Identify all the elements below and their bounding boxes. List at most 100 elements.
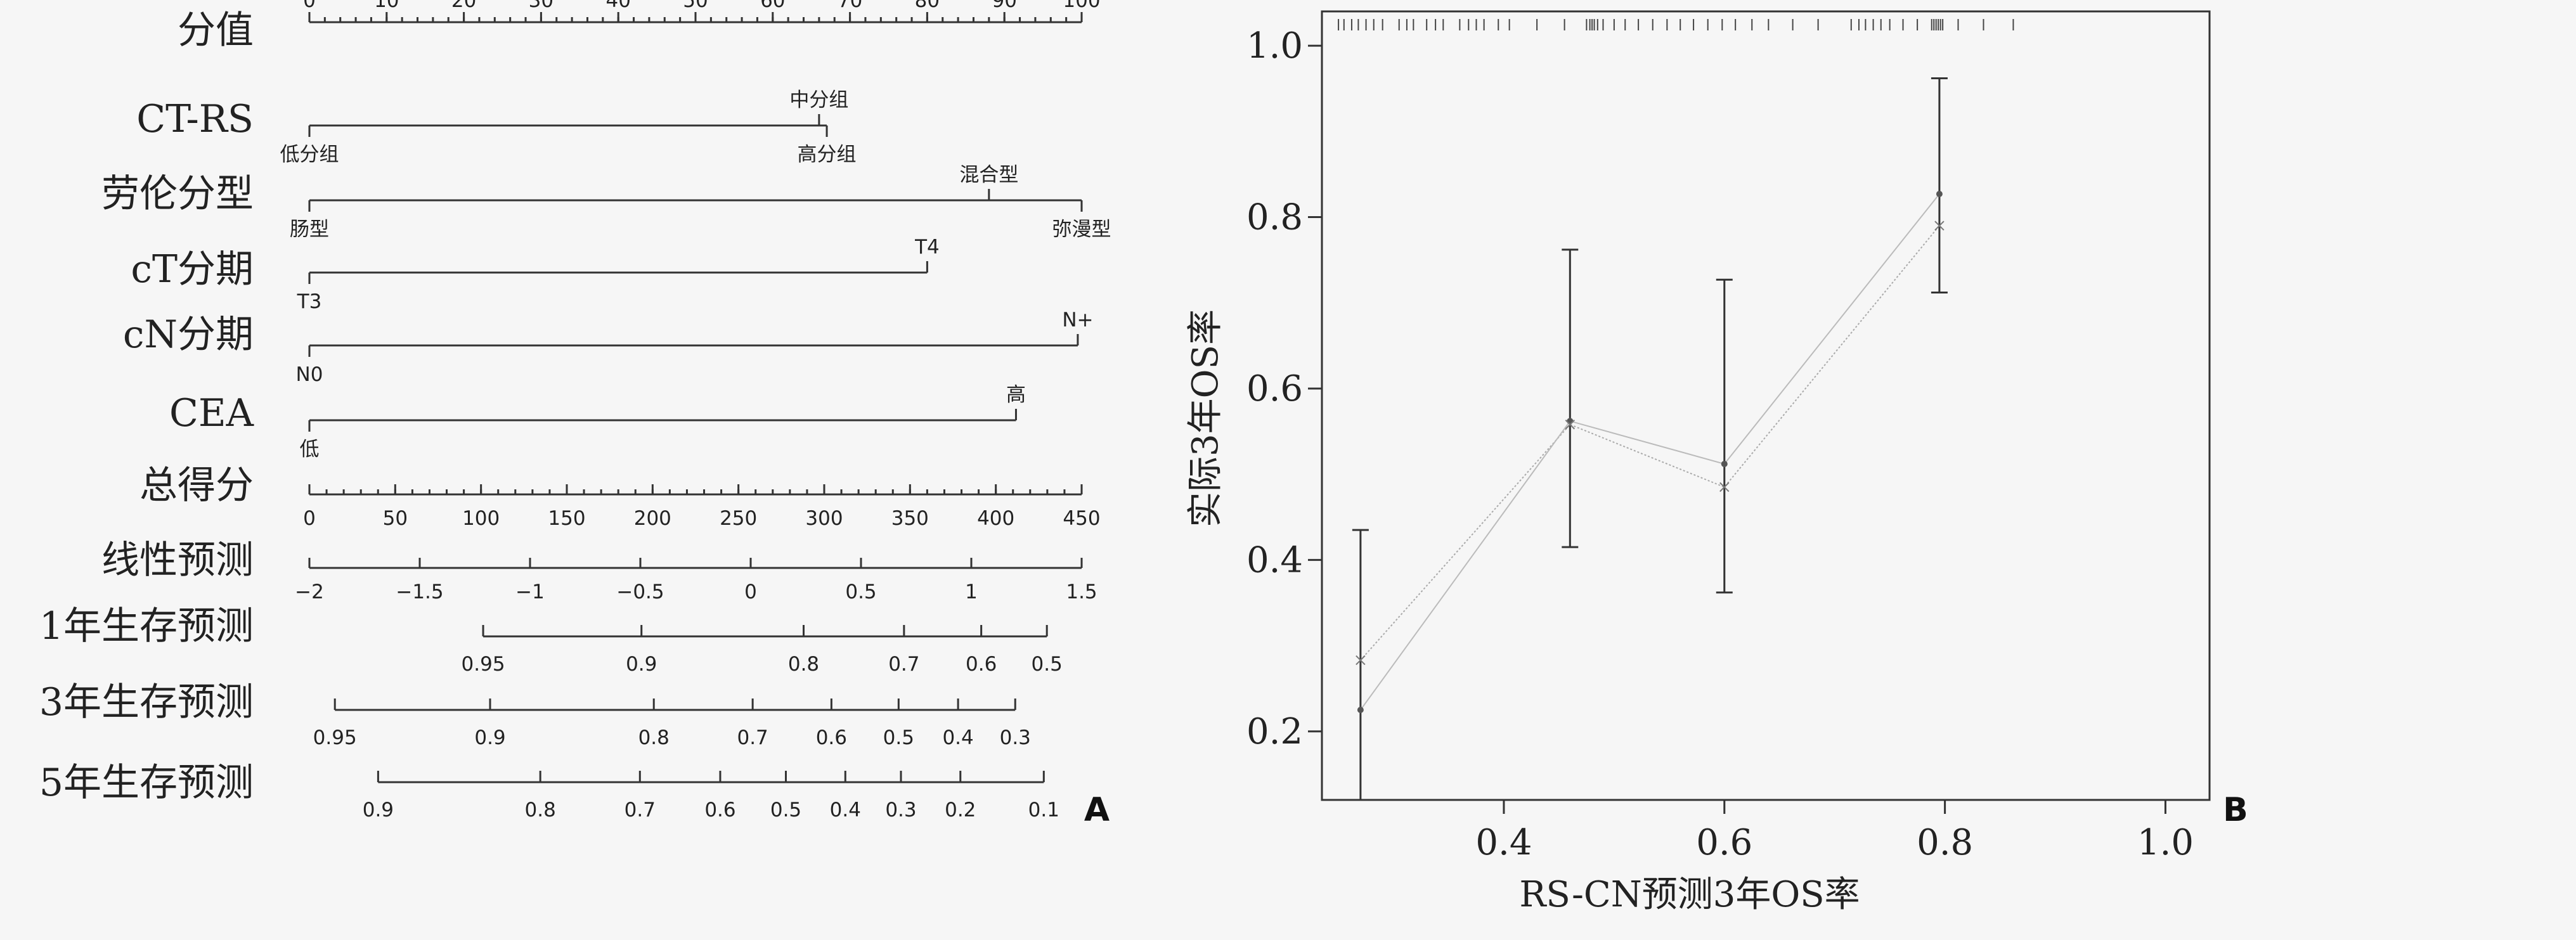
level-label: 中分组 [789,89,848,112]
plot-frame [1321,10,2211,801]
level-label: 混合型 [959,164,1018,186]
row-label-2: 劳伦分型 [101,172,254,216]
prob-tick-label: 0.6 [966,653,997,676]
row-label-9: 3年生存预测 [39,680,254,724]
x-axis-title: RS-CN预测3年OS率 [1519,874,1860,915]
tick-label: 200 [634,507,671,530]
prob-tick-label: 0.7 [888,653,919,676]
tick-label: 250 [720,507,757,530]
panel-label-a: A [1084,791,1110,829]
level-label: 低分组 [280,143,339,166]
prob-tick-label: 0.9 [363,799,394,821]
tick-label: 0 [303,0,316,12]
row-label-4: cN分期 [123,312,254,357]
prob-tick-label: 0.9 [626,653,657,676]
level-label: N0 [296,363,323,386]
tick-label: 40 [605,0,630,12]
x-tick-label: 1.0 [2137,822,2194,863]
observed-point [1721,460,1728,467]
tick-label: 100 [462,507,500,530]
observed-point [1567,418,1574,425]
apparent-line [1360,193,1940,711]
tick-label: 80 [915,0,940,12]
tick-label: 1.5 [1066,581,1097,603]
tick-label: 50 [383,507,408,530]
prob-tick-label: 0.5 [1032,653,1063,676]
tick-label: 0 [303,507,316,530]
tick-label: 50 [683,0,708,12]
prob-tick-label: 0.1 [1028,799,1059,821]
prob-tick-label: 0.95 [462,653,505,676]
prob-tick-label: 0.3 [1000,726,1031,749]
row-label-5: CEA [169,391,254,435]
row-label-0: 分值 [178,8,254,53]
tick-label: −2 [295,581,324,603]
row-label-8: 1年生存预测 [39,604,254,648]
row-label-3: cT分期 [131,247,254,292]
tick-label: 70 [838,0,862,12]
observed-point [1357,707,1364,714]
tick-label: 10 [374,0,399,12]
observed-point [1936,191,1943,198]
tick-label: 0.5 [845,581,876,603]
panel-label-b: B [2223,791,2248,829]
level-label: T3 [297,290,322,313]
x-tick-label: 0.6 [1696,822,1752,863]
y-tick-label: 0.2 [1246,711,1303,752]
level-label: 高 [1006,383,1026,406]
tick-label: 30 [529,0,553,12]
y-axis-title: 实际3年OS率 [1185,309,1226,527]
corrected-point [1719,482,1730,493]
tick-label: 20 [451,0,476,12]
corrected-point [1565,420,1576,430]
prob-tick-label: 0.7 [737,726,768,749]
prob-tick-label: 0.95 [313,726,357,749]
x-tick-label: 0.4 [1475,822,1532,863]
tick-label: 150 [548,507,585,530]
calibration-panel: 0.2 0.4 0.6 0.8 1.0 0.4 0.6 0.8 1.0 RS-CN预测3年OS率 实… [1185,10,2248,915]
x-tick-label: 0.8 [1917,822,1973,863]
row-label-10: 5年生存预测 [39,761,254,805]
prob-tick-label: 0.4 [830,799,861,821]
y-tick-label: 0.8 [1246,197,1303,238]
prob-tick-label: 0.4 [942,726,973,749]
row-label-1: CT-RS [136,97,254,141]
prob-tick-label: 0.2 [945,799,976,821]
prob-tick-label: 0.3 [885,799,916,821]
prob-tick-label: 0.6 [704,799,735,821]
tick-label: −1 [515,581,545,603]
corrected-point [1934,221,1945,231]
tick-label: 350 [891,507,929,530]
tick-label: −0.5 [616,581,664,603]
level-label: T4 [914,236,940,259]
level-label: 高分组 [798,143,857,166]
prob-tick-label: 0.5 [883,726,914,749]
tick-label: 300 [805,507,843,530]
row-label-6: 总得分 [139,463,254,508]
prob-tick-label: 0.7 [625,799,656,821]
level-label: N+ [1062,309,1093,332]
prob-tick-label: 0.8 [638,726,670,749]
level-label: 弥漫型 [1052,218,1111,241]
y-tick-label: 1.0 [1246,25,1303,67]
y-tick-label: 0.6 [1246,368,1303,409]
level-label: 低 [300,438,320,461]
tick-label: 0 [744,581,757,603]
bias-corrected-line [1360,225,1940,661]
tick-label: 450 [1063,507,1100,530]
tick-label: 90 [992,0,1016,12]
prob-tick-label: 0.5 [770,799,801,821]
prob-tick-label: 0.6 [816,726,847,749]
tick-label: 60 [760,0,785,12]
y-tick-label: 0.4 [1246,539,1303,581]
prob-tick-label: 0.9 [474,726,505,749]
level-label: 肠型 [290,218,329,241]
tick-label: 1 [965,581,978,603]
nomogram-panel: 分值0 10 20 30 40 50 60 70 80 90 100CT-RS低分组中分组高分组劳伦… [39,0,1111,829]
prob-tick-label: 0.8 [788,653,819,676]
row-label-7: 线性预测 [101,538,254,583]
corrected-point [1356,655,1366,666]
prob-tick-label: 0.8 [525,799,556,821]
tick-label: −1.5 [396,581,443,603]
